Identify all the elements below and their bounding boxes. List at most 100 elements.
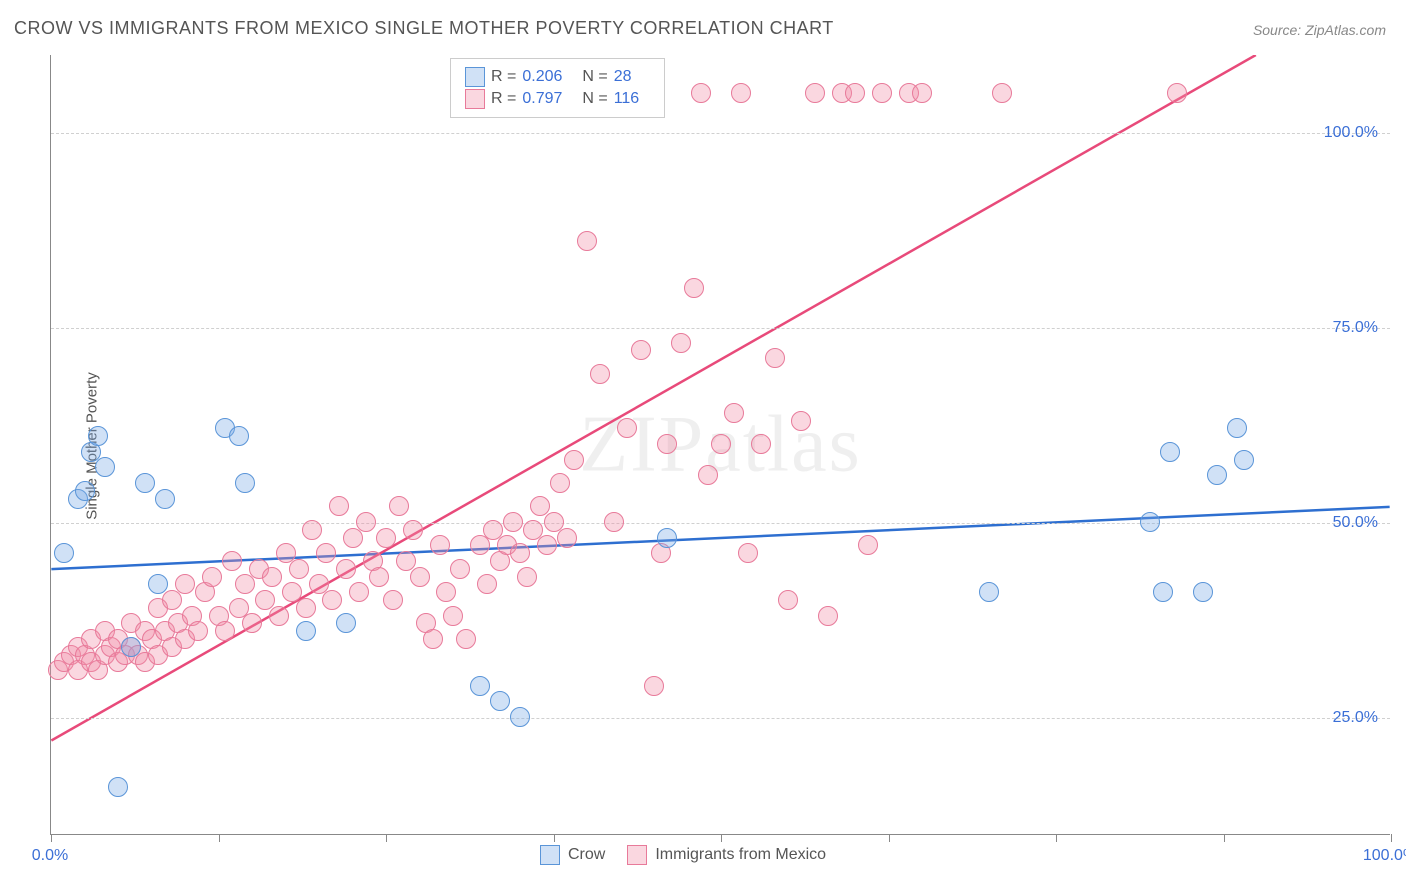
stats-row-blue: R =0.206N =28	[465, 67, 650, 87]
pink-marker	[403, 520, 423, 540]
gridline	[51, 718, 1390, 719]
pink-marker	[671, 333, 691, 353]
legend-label: Crow	[568, 846, 605, 864]
pink-marker	[724, 403, 744, 423]
pink-marker	[872, 83, 892, 103]
blue-marker	[1160, 442, 1180, 462]
r-label: R =	[491, 90, 516, 108]
pink-marker	[222, 551, 242, 571]
blue-marker	[155, 489, 175, 509]
gridline	[51, 523, 1390, 524]
blue-marker	[979, 582, 999, 602]
blue-marker	[657, 528, 677, 548]
pink-marker	[765, 348, 785, 368]
pink-marker	[162, 590, 182, 610]
pink-marker	[349, 582, 369, 602]
n-value: 28	[614, 68, 650, 86]
pink-marker	[423, 629, 443, 649]
pink-marker	[470, 535, 490, 555]
pink-marker	[503, 512, 523, 532]
pink-marker	[577, 231, 597, 251]
y-tick-label: 75.0%	[1333, 319, 1378, 337]
blue-marker	[229, 426, 249, 446]
y-tick-label: 50.0%	[1333, 514, 1378, 532]
n-value: 116	[614, 90, 650, 108]
pink-marker	[537, 535, 557, 555]
pink-marker	[805, 83, 825, 103]
blue-marker	[108, 777, 128, 797]
pink-marker	[845, 83, 865, 103]
legend-item-pink: Immigrants from Mexico	[627, 845, 826, 865]
pink-marker	[791, 411, 811, 431]
x-tick-label: 100.0%	[1363, 847, 1406, 865]
pink-marker	[564, 450, 584, 470]
x-tick	[219, 834, 220, 842]
n-label: N =	[582, 90, 607, 108]
x-tick	[1056, 834, 1057, 842]
pink-marker	[617, 418, 637, 438]
x-tick	[554, 834, 555, 842]
pink-marker	[269, 606, 289, 626]
x-tick	[51, 834, 52, 842]
pink-marker	[477, 574, 497, 594]
pink-marker	[175, 574, 195, 594]
pink-marker	[215, 621, 235, 641]
pink-marker	[410, 567, 430, 587]
stats-row-pink: R = 0.797 N = 116	[465, 89, 650, 109]
n-label: N =	[582, 68, 607, 86]
x-tick	[721, 834, 722, 842]
blue-marker	[1227, 418, 1247, 438]
pink-marker	[778, 590, 798, 610]
r-value: 0.206	[522, 68, 576, 86]
pink-marker	[322, 590, 342, 610]
pink-marker	[631, 340, 651, 360]
pink-marker	[188, 621, 208, 641]
blue-marker	[1153, 582, 1173, 602]
chart-container: CROW VS IMMIGRANTS FROM MEXICO SINGLE MO…	[0, 0, 1406, 892]
pink-marker	[262, 567, 282, 587]
pink-marker	[336, 559, 356, 579]
blue-marker	[75, 481, 95, 501]
pink-swatch	[627, 845, 647, 865]
blue-marker	[1207, 465, 1227, 485]
blue-marker	[1234, 450, 1254, 470]
pink-marker	[383, 590, 403, 610]
pink-marker	[590, 364, 610, 384]
pink-marker	[202, 567, 222, 587]
pink-marker	[376, 528, 396, 548]
plot-area: ZIPatlas 25.0%50.0%75.0%100.0%	[50, 55, 1390, 835]
blue-marker	[296, 621, 316, 641]
blue-swatch	[540, 845, 560, 865]
pink-marker	[738, 543, 758, 563]
blue-marker	[490, 691, 510, 711]
pink-marker	[316, 543, 336, 563]
pink-marker	[1167, 83, 1187, 103]
pink-marker	[711, 434, 731, 454]
pink-marker	[550, 473, 570, 493]
pink-marker	[691, 83, 711, 103]
blue-marker	[88, 426, 108, 446]
pink-marker	[698, 465, 718, 485]
pink-swatch	[465, 89, 485, 109]
pink-marker	[510, 543, 530, 563]
pink-marker	[356, 512, 376, 532]
source-attribution: Source: ZipAtlas.com	[1253, 22, 1386, 38]
gridline	[51, 328, 1390, 329]
r-value: 0.797	[522, 90, 576, 108]
blue-marker	[121, 637, 141, 657]
legend-label: Immigrants from Mexico	[655, 846, 826, 864]
x-tick	[386, 834, 387, 842]
pink-marker	[450, 559, 470, 579]
pink-marker	[430, 535, 450, 555]
pink-marker	[992, 83, 1012, 103]
pink-marker	[517, 567, 537, 587]
pink-marker	[456, 629, 476, 649]
pink-marker	[235, 574, 255, 594]
blue-marker	[235, 473, 255, 493]
correlation-stats-legend: R = 0.206 N = 28 R = 0.797 N = 116	[450, 58, 665, 118]
pink-marker	[296, 598, 316, 618]
pink-marker	[557, 528, 577, 548]
pink-marker	[443, 606, 463, 626]
y-tick-label: 100.0%	[1324, 124, 1378, 142]
blue-marker	[148, 574, 168, 594]
